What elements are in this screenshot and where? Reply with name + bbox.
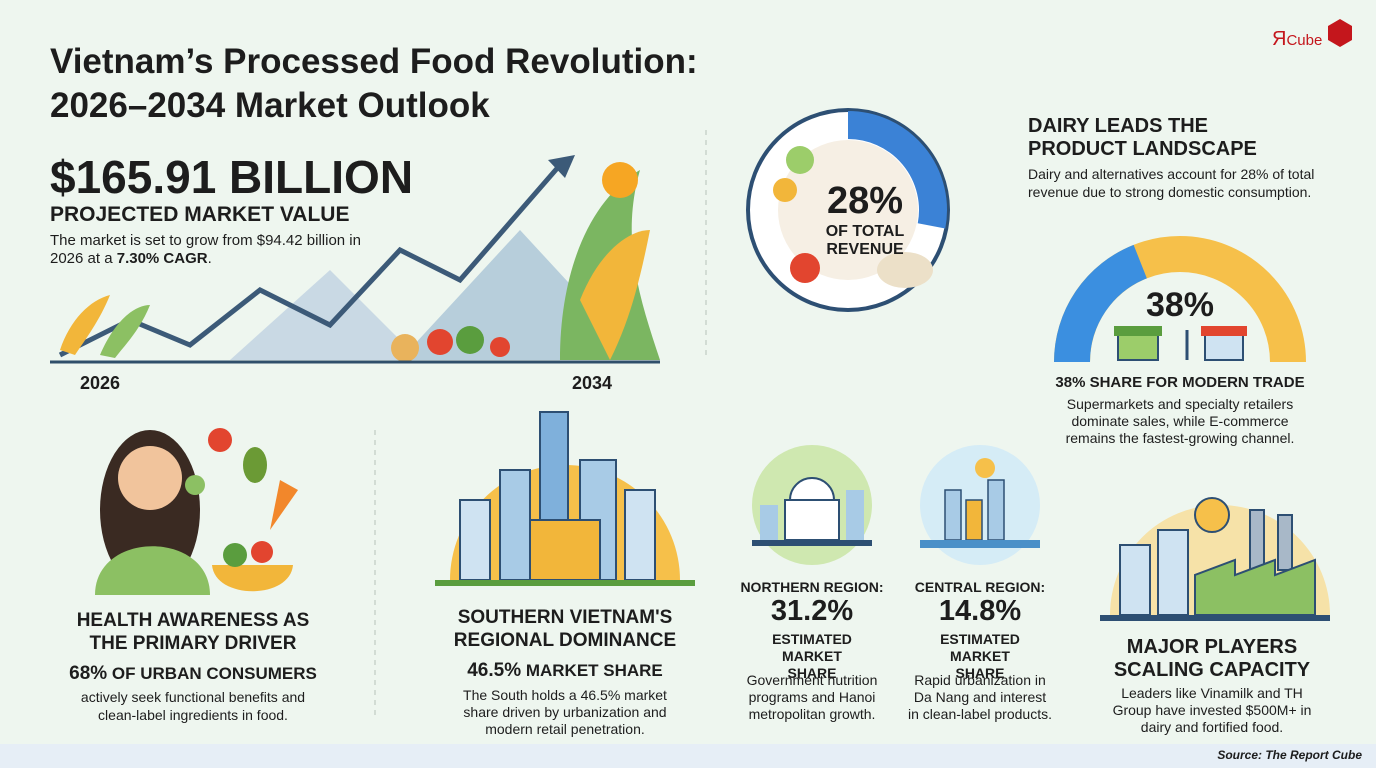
desc-text: The market is set to grow from $94.42 bi… xyxy=(50,232,361,267)
logo-text: Cube xyxy=(1286,32,1323,49)
health-illustration xyxy=(95,428,298,595)
north-value: 31.2% xyxy=(770,595,854,627)
logo-cube xyxy=(1328,19,1352,47)
footer-band xyxy=(0,744,1376,768)
central-value: 14.8% xyxy=(938,595,1022,627)
trade-percent: 38% xyxy=(1145,286,1215,324)
city-illustration xyxy=(435,411,695,586)
donut-arc xyxy=(847,111,947,229)
title-line: Vietnam’s Processed Food Revolution: xyxy=(50,42,698,81)
donut-group xyxy=(847,111,947,229)
source: Source: The Report Cube xyxy=(1217,748,1362,762)
central-illustration xyxy=(920,445,1040,565)
central-caption: ESTIMATED MARKET SHARE xyxy=(940,631,1020,681)
gauge-arc xyxy=(1054,244,1148,363)
players-title: MAJOR PLAYERS SCALING CAPACITY xyxy=(1113,636,1311,681)
stat-label: OF URBAN CONSUMERS xyxy=(111,664,317,683)
desc-end: . xyxy=(207,250,212,267)
gauge-group xyxy=(1054,236,1306,363)
trade-title: 38% SHARE FOR MODERN TRADE xyxy=(1055,374,1305,391)
north-caption: ESTIMATED MARKET SHARE xyxy=(772,631,852,681)
north-label: NORTHERN REGION: xyxy=(740,579,884,595)
dairy-percent: 28% xyxy=(826,180,904,222)
plate xyxy=(746,108,950,312)
market-value: $165.91 BILLION xyxy=(50,151,414,203)
stat-label: MARKET SHARE xyxy=(525,661,663,680)
dairy-title: DAIRY LEADS THE PRODUCT LANDSCAPE xyxy=(1028,115,1257,160)
trade-desc: Supermarkets and specialty retailers dom… xyxy=(1065,396,1295,446)
central-label: CENTRAL REGION: xyxy=(914,579,1046,595)
factory-illustration xyxy=(1100,497,1330,621)
title: Vietnam’s Processed Food Revolution: 202… xyxy=(50,40,698,128)
north-desc: Government nutrition programs and Hanoi … xyxy=(746,672,878,722)
health-title: HEALTH AWARENESS AS THE PRIMARY DRIVER xyxy=(76,610,310,654)
stat-value: 68% xyxy=(69,663,108,684)
start-year: 2026 xyxy=(80,373,121,393)
health-stat: 68% OF URBAN CONSUMERS xyxy=(43,663,343,685)
dairy-desc: Dairy and alternatives account for 28% o… xyxy=(1028,166,1315,200)
market-desc: The market is set to grow from $94.42 bi… xyxy=(50,232,370,268)
store-icons xyxy=(1114,326,1247,361)
south-stat: 46.5% MARKET SHARE xyxy=(435,660,695,682)
title-line: 2026–2034 Market Outlook xyxy=(50,86,490,125)
desc-bold: 7.30% CAGR xyxy=(116,250,208,267)
south-title: SOUTHERN VIETNAM'S REGIONAL DOMINANCE xyxy=(453,607,677,651)
health-desc: actively seek functional benefits and cl… xyxy=(80,689,306,723)
north-illustration xyxy=(752,445,872,565)
logo-mark: Я xyxy=(1272,28,1287,50)
growth-illustration xyxy=(50,155,660,364)
south-desc: The South holds a 46.5% market share dri… xyxy=(463,687,667,737)
market-label: PROJECTED MARKET VALUE xyxy=(50,203,350,226)
end-year: 2034 xyxy=(572,373,613,393)
players-desc: Leaders like Vinamilk and TH Group have … xyxy=(1112,685,1312,735)
logo: ЯCube xyxy=(1272,28,1322,51)
dairy-caption: OF TOTAL REVENUE xyxy=(825,223,905,258)
central-desc: Rapid urbanization in Da Nang and intere… xyxy=(908,672,1052,722)
stat-value: 46.5% xyxy=(467,660,522,681)
